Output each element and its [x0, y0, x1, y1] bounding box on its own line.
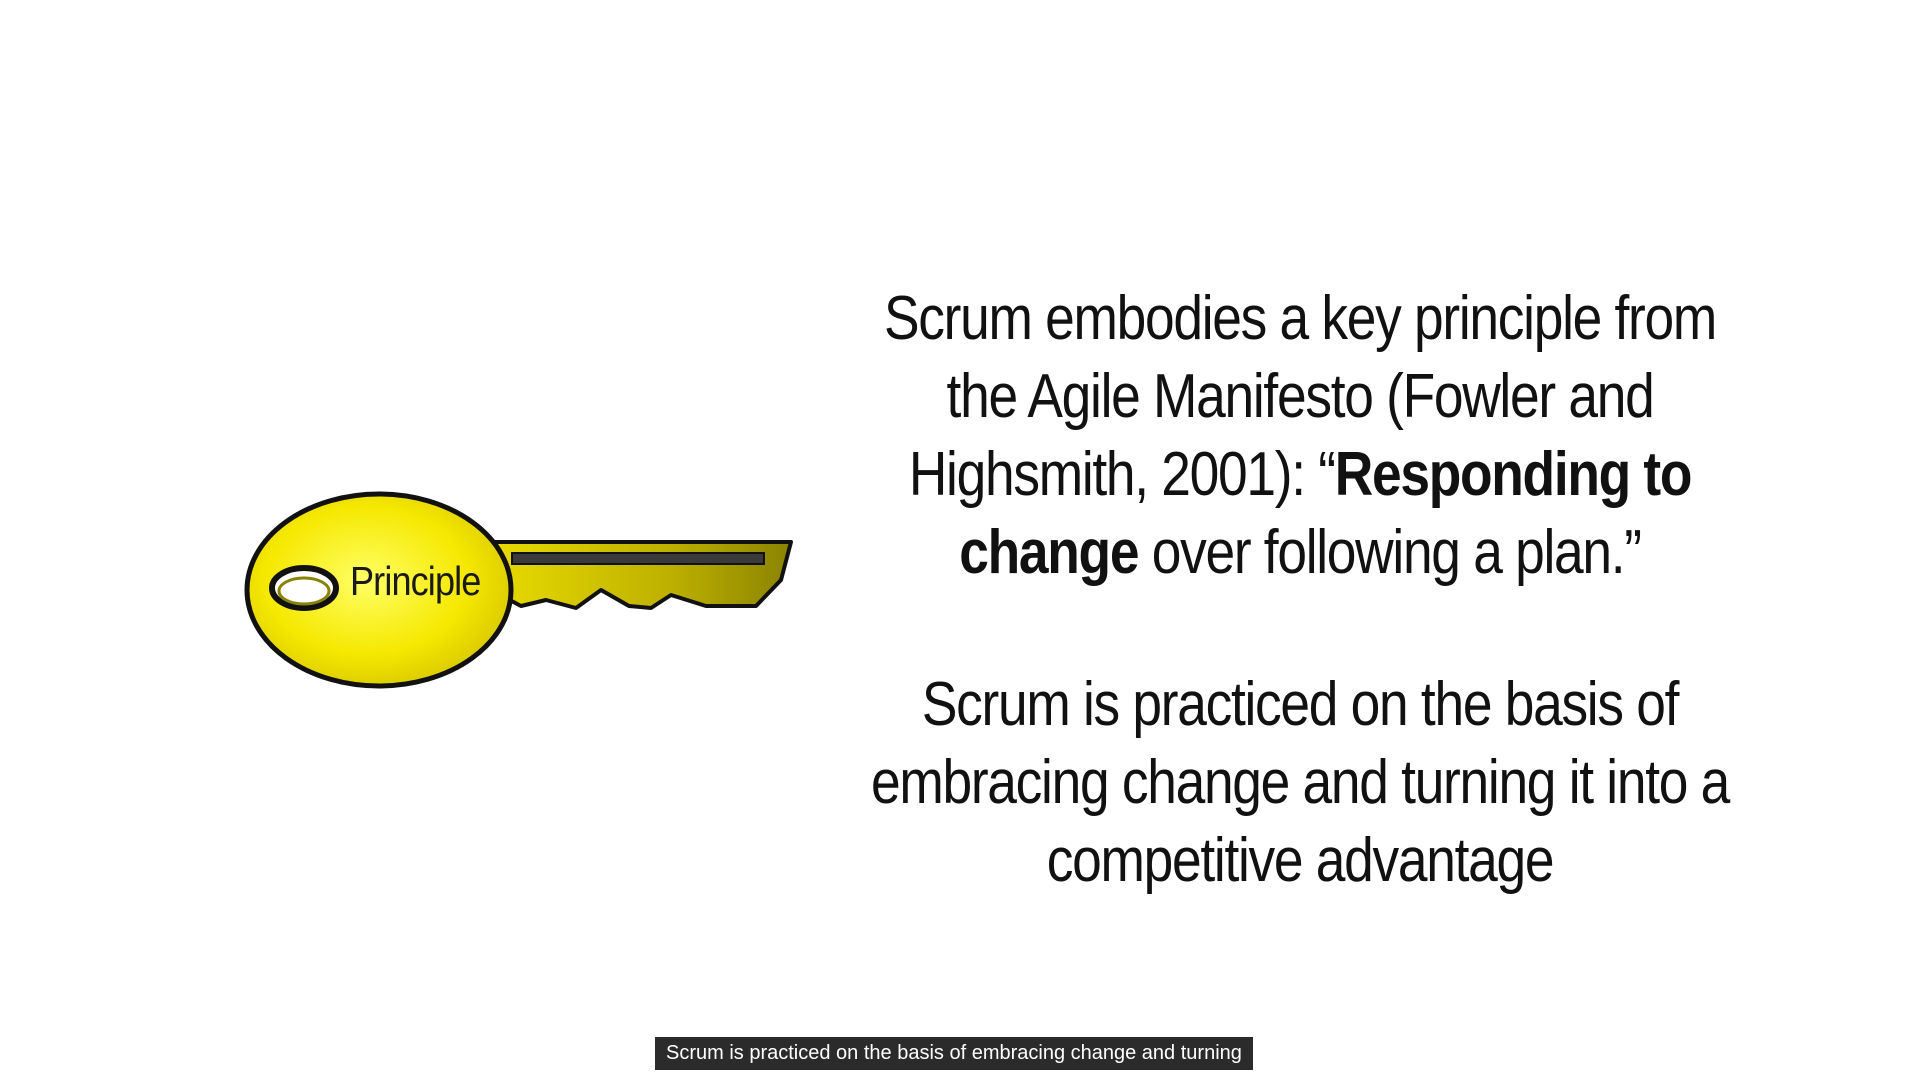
subtitle-caption: Scrum is practiced on the basis of embra… [655, 1037, 1253, 1070]
text-line: competitive advantage [810, 822, 1790, 900]
text-line: Scrum is practiced on the basis of [810, 666, 1790, 744]
text-segment: competitive advantage [1046, 826, 1555, 895]
text-line: the Agile Manifesto (Fowler and [810, 358, 1790, 436]
text-segment: Scrum embodies a key principle from [883, 284, 1717, 353]
text-line: Highsmith, 2001): “Responding to [810, 436, 1790, 514]
text-segment: over following a plan.” [1138, 518, 1642, 587]
bold-text: Responding to [1334, 440, 1693, 509]
text-segment: Highsmith, 2001): “ [908, 440, 1336, 509]
text-segment: the Agile Manifesto (Fowler and [946, 362, 1655, 431]
text-segment: embracing change and turning it into a [870, 748, 1730, 817]
key-icon [236, 480, 796, 700]
text-segment: Scrum is practiced on the basis of [921, 670, 1680, 739]
key-label: Principle [350, 558, 481, 604]
text-line: change over following a plan.” [810, 514, 1790, 592]
principle-paragraph: Scrum embodies a key principle from the … [810, 280, 1790, 592]
bold-text: change [959, 518, 1139, 587]
practice-paragraph: Scrum is practiced on the basis of embra… [810, 666, 1790, 900]
text-line: Scrum embodies a key principle from [810, 280, 1790, 358]
text-line: embracing change and turning it into a [810, 744, 1790, 822]
